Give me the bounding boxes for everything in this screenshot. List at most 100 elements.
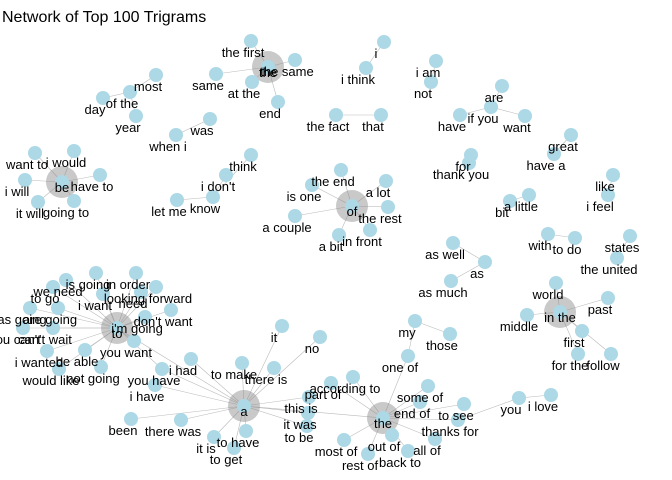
node-label: day — [85, 102, 106, 117]
node-label: a — [240, 404, 248, 419]
node — [124, 412, 138, 426]
node-label: the end — [311, 174, 354, 189]
node — [503, 194, 517, 208]
node-label: it is — [196, 441, 216, 456]
node-label: all of — [413, 443, 441, 458]
node-label: a little — [504, 199, 538, 214]
node-label: it will — [16, 206, 44, 221]
node — [337, 433, 351, 447]
node-label: a lot — [366, 185, 391, 200]
node — [462, 156, 476, 170]
node-label: i wanted — [15, 355, 63, 370]
node — [401, 349, 415, 363]
node-label: to see — [438, 408, 473, 423]
node — [235, 356, 249, 370]
node-label: end — [259, 106, 281, 121]
edge — [243, 405, 308, 427]
node — [451, 413, 465, 427]
node-label: a bit — [319, 239, 344, 254]
node-label: the same — [260, 64, 313, 79]
node — [288, 209, 302, 223]
node — [93, 168, 107, 182]
node-label: not going — [66, 371, 120, 386]
node — [46, 321, 60, 335]
node — [334, 163, 348, 177]
node-label: to get — [210, 452, 243, 467]
node — [51, 301, 65, 315]
node — [18, 173, 32, 187]
node-label: for — [455, 159, 471, 174]
node — [512, 391, 526, 405]
edge — [382, 355, 409, 419]
edge — [311, 184, 353, 207]
edge — [29, 307, 118, 329]
node-label: you want — [100, 345, 152, 360]
node-label: would like — [21, 373, 79, 388]
node-label: we need — [32, 284, 82, 299]
node — [401, 444, 415, 458]
edge — [190, 358, 245, 407]
node — [59, 273, 73, 287]
node-label: the rest — [358, 211, 402, 226]
node-label: i want — [78, 298, 112, 313]
node — [110, 321, 124, 335]
node-label: those — [426, 338, 458, 353]
node — [544, 388, 558, 402]
node — [275, 319, 289, 333]
node-label: my — [398, 325, 416, 340]
node — [123, 85, 137, 99]
node — [518, 109, 532, 123]
node — [313, 330, 327, 344]
node — [324, 376, 338, 390]
node — [94, 360, 108, 374]
node — [553, 305, 567, 319]
edge — [243, 325, 283, 407]
node — [28, 146, 42, 160]
node-label: i had — [169, 363, 197, 378]
node-label: as much — [418, 285, 467, 300]
node-label: like — [595, 179, 615, 194]
node-label: have — [438, 119, 466, 134]
edge — [243, 367, 275, 407]
node — [149, 68, 163, 82]
node — [31, 195, 45, 209]
node — [164, 303, 178, 317]
node — [571, 347, 585, 361]
node-label: year — [115, 120, 141, 135]
node-label: when i — [148, 139, 187, 154]
node — [288, 53, 302, 67]
edge — [65, 279, 118, 329]
node-label: been — [109, 423, 138, 438]
node-label: want to — [5, 157, 48, 172]
node-label: past — [588, 302, 613, 317]
edge — [559, 311, 579, 355]
node-label: to have — [217, 435, 260, 450]
node-label: to be — [285, 430, 314, 445]
node — [424, 75, 438, 89]
edge — [382, 417, 436, 440]
node — [568, 231, 582, 245]
node-label: one of — [382, 360, 419, 375]
node-label: to — [112, 326, 123, 341]
node-label: to go — [31, 291, 60, 306]
edge — [116, 291, 142, 329]
node — [376, 411, 390, 425]
node — [16, 321, 30, 335]
edge — [330, 382, 384, 419]
node-label: was — [189, 123, 214, 138]
node-label: can't wait — [18, 332, 72, 347]
node — [23, 301, 37, 315]
node-label: in front — [342, 234, 382, 249]
node — [129, 109, 143, 123]
node-label: it — [271, 330, 278, 345]
node-label: in the — [544, 310, 576, 325]
edge — [351, 180, 387, 207]
node-label: of — [347, 204, 358, 219]
node-label: there was — [145, 424, 202, 439]
node — [261, 60, 275, 74]
node — [478, 255, 492, 269]
node-label: i don't — [201, 179, 236, 194]
node-label: there is — [245, 372, 288, 387]
edge — [154, 384, 245, 407]
